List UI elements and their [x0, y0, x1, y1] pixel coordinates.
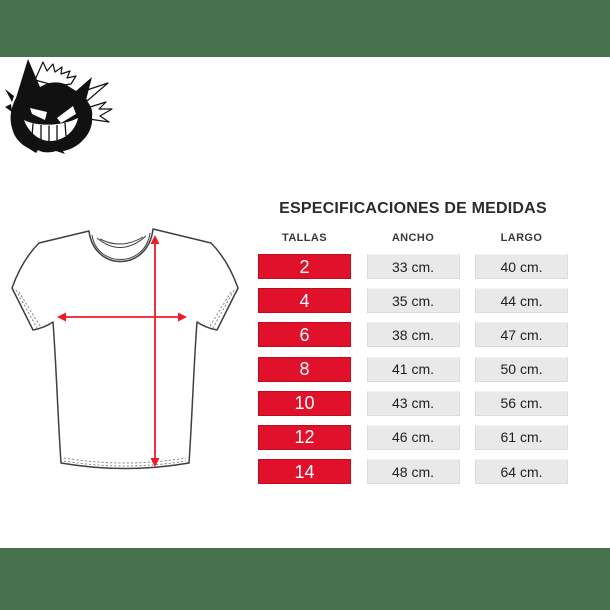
bottom-green-band [0, 548, 610, 610]
gengar-claw [86, 101, 113, 123]
collar-inner-line [91, 232, 151, 260]
column-header-largo: LARGO [500, 232, 543, 244]
column-header-ancho: ANCHO [391, 232, 435, 244]
gengar-left-claw [5, 89, 14, 112]
gengar-right-eye [57, 106, 76, 123]
top-green-band [0, 0, 610, 57]
size-row: 8 41 cm. 50 cm. [258, 356, 568, 382]
largo-cell: 64 cm. [475, 459, 568, 485]
table-title: ESPECIFICACIONES DE MEDIDAS [279, 200, 547, 217]
gengar-back-spikes [34, 61, 77, 87]
column-header-tallas: TALLAS [282, 232, 327, 244]
gengar-logo-icon [5, 59, 113, 154]
largo-cell: 50 cm. [475, 356, 568, 382]
talla-cell: 12 [258, 424, 351, 450]
size-row: 6 38 cm. 47 cm. [258, 322, 568, 348]
ancho-cell: 43 cm. [366, 390, 460, 416]
right-cuff-stitching [209, 289, 235, 329]
size-row: 14 48 cm. 64 cm. [258, 459, 568, 485]
talla-cell: 10 [258, 390, 351, 416]
size-row: 2 33 cm. 40 cm. [258, 254, 568, 279]
ancho-cell: 35 cm. [366, 288, 460, 314]
ancho-cell: 38 cm. [366, 322, 460, 348]
collar-rib-line-1 [96, 235, 147, 248]
largo-cell: 44 cm. [475, 288, 568, 314]
size-row: 4 35 cm. 44 cm. [258, 288, 568, 314]
largo-cell: 40 cm. [475, 254, 568, 279]
table-header-row: TALLAS ANCHO LARGO [258, 232, 568, 245]
size-table: ESPECIFICACIONES DE MEDIDAS TALLAS ANCHO… [258, 199, 568, 493]
talla-cell: 4 [258, 288, 351, 314]
largo-cell: 56 cm. [475, 390, 568, 416]
ancho-cell: 48 cm. [366, 459, 460, 485]
left-cuff-stitching [15, 289, 41, 329]
size-row: 10 43 cm. 56 cm. [258, 390, 568, 416]
tshirt-outline [11, 228, 239, 470]
talla-cell: 14 [258, 459, 351, 485]
largo-cell: 61 cm. [475, 424, 568, 450]
width-arrow-icon [57, 312, 187, 322]
ancho-cell: 33 cm. [366, 254, 460, 279]
hem-stitching [63, 457, 187, 467]
ancho-cell: 41 cm. [366, 356, 460, 382]
gengar-teeth [31, 122, 67, 141]
tshirt-diagram [11, 228, 239, 470]
length-arrow-icon [150, 235, 160, 467]
ancho-cell: 46 cm. [366, 424, 460, 450]
size-row: 12 46 cm. 61 cm. [258, 424, 568, 450]
gengar-left-eye [30, 108, 47, 120]
collar-rib-line-2 [99, 236, 144, 245]
talla-cell: 6 [258, 322, 351, 348]
largo-cell: 47 cm. [475, 322, 568, 348]
talla-cell: 2 [258, 254, 351, 279]
talla-cell: 8 [258, 356, 351, 382]
